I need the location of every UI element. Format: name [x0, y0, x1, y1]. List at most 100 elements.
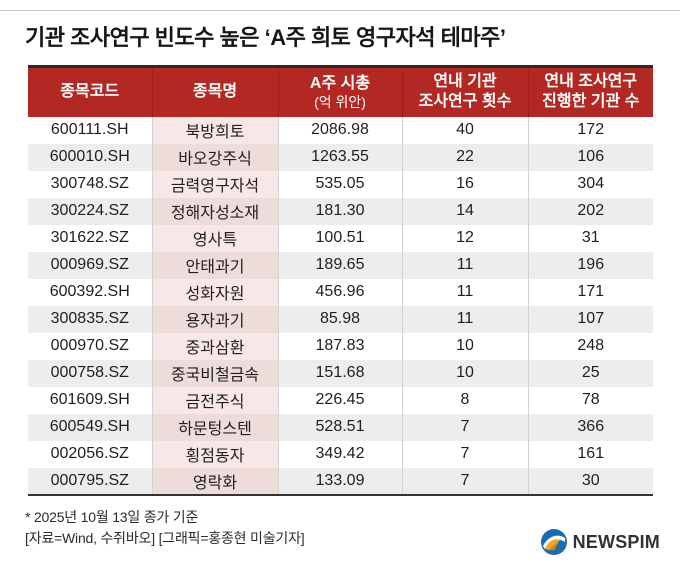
stock-code: 300748.SZ	[28, 170, 152, 198]
institution-count: 31	[527, 224, 653, 252]
stock-name: 영사특	[151, 224, 278, 252]
stock-code: 000795.SZ	[28, 467, 152, 495]
table-row: 600111.SH 북방희토 2086.98 40 172	[28, 116, 653, 144]
market-cap: 226.45	[277, 386, 402, 414]
stock-code: 000969.SZ	[28, 251, 152, 279]
research-count: 40	[401, 116, 528, 144]
header-stock-name: 종목명	[151, 66, 278, 117]
research-count: 11	[401, 278, 528, 306]
stock-code: 000970.SZ	[28, 332, 152, 360]
stock-name: 횡점동자	[151, 440, 278, 468]
institution-count: 202	[527, 197, 653, 225]
institution-count: 161	[527, 440, 653, 468]
newspim-logo-text: NEWSPIM	[572, 531, 660, 552]
header-stock-code: 종목코드	[28, 66, 152, 117]
research-count: 7	[401, 467, 528, 495]
footnote: * 2025년 10월 13일 종가 기준 [자료=Wind, 수쥐바오] [그…	[25, 507, 305, 549]
header-market-cap-line1: A주 시총	[309, 74, 371, 92]
footnote-source-credit: [자료=Wind, 수쥐바오] [그래픽=홍종현 미술기자]	[25, 530, 305, 546]
stock-code: 600111.SH	[28, 116, 152, 144]
stock-code: 300224.SZ	[28, 197, 152, 225]
stock-code: 300835.SZ	[28, 305, 152, 333]
table-row: 301622.SZ 영사특 100.51 12 31	[28, 224, 653, 252]
institution-count: 366	[527, 413, 653, 441]
stock-code: 002056.SZ	[28, 440, 152, 468]
institution-count: 25	[527, 359, 653, 387]
table-row: 000758.SZ 중국비철금속 151.68 10 25	[28, 359, 653, 387]
header-research-count-line2: 조사연구 횟수	[418, 93, 512, 111]
stock-name: 정해자성소재	[151, 197, 278, 225]
header-institution-count: 연내 조사연구 진행한 기관 수	[527, 66, 653, 117]
institution-count: 106	[527, 143, 653, 171]
header-institution-count-line2: 진행한 기관 수	[542, 93, 640, 111]
market-cap: 100.51	[277, 224, 402, 252]
table-row: 600549.SH 하문텅스텐 528.51 7 366	[28, 413, 653, 441]
stock-name: 영락화	[151, 467, 278, 495]
research-count: 11	[401, 305, 528, 333]
header-market-cap-unit: (억 위안)	[314, 93, 366, 110]
newspim-logo: NEWSPIM	[540, 528, 660, 556]
table-row: 300835.SZ 용자과기 85.98 11 107	[28, 305, 653, 333]
institution-count: 30	[527, 467, 653, 495]
research-count: 11	[401, 251, 528, 279]
market-cap: 181.30	[277, 197, 402, 225]
header-row: 종목코드 종목명 A주 시총 (억 위안) 연내 기관 조사연구 횟수 연내 조…	[28, 66, 653, 117]
top-divider-rule	[0, 10, 680, 11]
institution-count: 107	[527, 305, 653, 333]
stock-name: 북방희토	[151, 116, 278, 144]
market-cap: 189.65	[277, 251, 402, 279]
stock-code: 600010.SH	[28, 143, 152, 171]
research-count: 14	[401, 197, 528, 225]
newspim-logo-icon	[540, 528, 568, 556]
market-cap: 2086.98	[277, 116, 402, 144]
header-research-count: 연내 기관 조사연구 횟수	[401, 66, 528, 117]
institution-count: 172	[527, 116, 653, 144]
stock-name: 금력영구자석	[151, 170, 278, 198]
page-title: 기관 조사연구 빈도수 높은 ‘A주 희토 영구자석 테마주’	[25, 25, 506, 50]
header-market-cap: A주 시총 (억 위안)	[277, 66, 402, 117]
market-cap: 151.68	[277, 359, 402, 387]
stock-name: 성화자원	[151, 278, 278, 306]
market-cap: 535.05	[277, 170, 402, 198]
stock-name: 하문텅스텐	[151, 413, 278, 441]
table-row: 000970.SZ 중과삼환 187.83 10 248	[28, 332, 653, 360]
stock-code: 600392.SH	[28, 278, 152, 306]
market-cap: 528.51	[277, 413, 402, 441]
table-row: 600392.SH 성화자원 456.96 11 171	[28, 278, 653, 306]
table-row: 300224.SZ 정해자성소재 181.30 14 202	[28, 197, 653, 225]
research-count: 12	[401, 224, 528, 252]
stock-research-table: 종목코드 종목명 A주 시총 (억 위안) 연내 기관 조사연구 횟수 연내 조…	[28, 65, 653, 496]
research-count: 8	[401, 386, 528, 414]
stock-code: 301622.SZ	[28, 224, 152, 252]
table-row: 000969.SZ 안태과기 189.65 11 196	[28, 251, 653, 279]
stock-name: 바오강주식	[151, 143, 278, 171]
stock-name: 중국비철금속	[151, 359, 278, 387]
institution-count: 171	[527, 278, 653, 306]
table-row: 601609.SH 금전주식 226.45 8 78	[28, 386, 653, 414]
market-cap: 85.98	[277, 305, 402, 333]
table-header: 종목코드 종목명 A주 시총 (억 위안) 연내 기관 조사연구 횟수 연내 조…	[28, 66, 653, 117]
footnote-date-basis: * 2025년 10월 13일 종가 기준	[25, 509, 199, 525]
stock-name: 안태과기	[151, 251, 278, 279]
header-research-count-line1: 연내 기관	[433, 73, 497, 91]
stock-code: 600549.SH	[28, 413, 152, 441]
header-institution-count-line1: 연내 조사연구	[544, 73, 638, 91]
market-cap: 133.09	[277, 467, 402, 495]
table-row: 002056.SZ 횡점동자 349.42 7 161	[28, 440, 653, 468]
stock-name: 중과삼환	[151, 332, 278, 360]
market-cap: 187.83	[277, 332, 402, 360]
institution-count: 248	[527, 332, 653, 360]
research-count: 16	[401, 170, 528, 198]
research-count: 22	[401, 143, 528, 171]
institution-count: 304	[527, 170, 653, 198]
institution-count: 78	[527, 386, 653, 414]
table-row: 000795.SZ 영락화 133.09 7 30	[28, 467, 653, 495]
research-count: 10	[401, 359, 528, 387]
market-cap: 456.96	[277, 278, 402, 306]
research-count: 7	[401, 440, 528, 468]
table-body: 600111.SH 북방희토 2086.98 40 172 600010.SH …	[28, 116, 653, 495]
stock-code: 000758.SZ	[28, 359, 152, 387]
research-count: 7	[401, 413, 528, 441]
stock-name: 금전주식	[151, 386, 278, 414]
